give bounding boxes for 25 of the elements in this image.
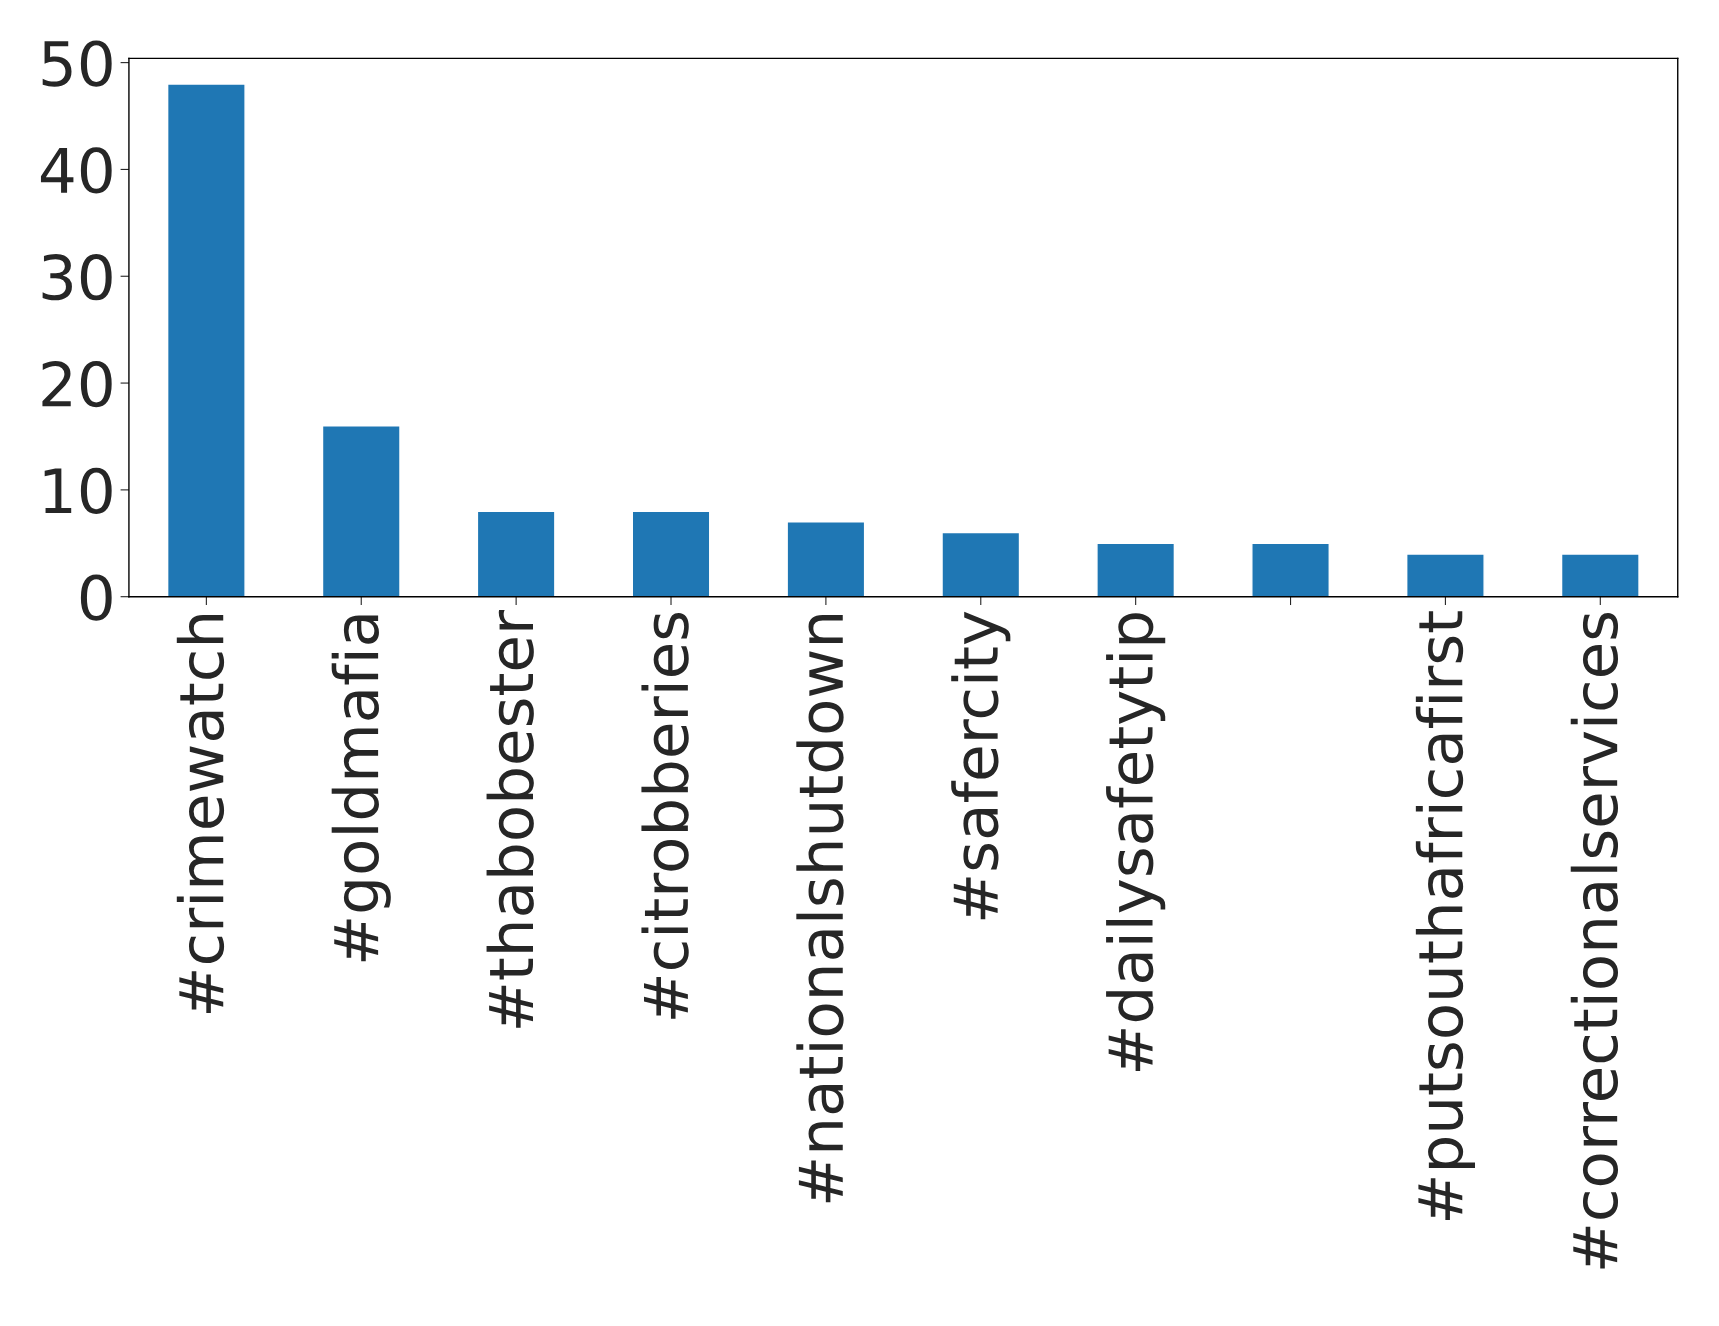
y-tick-label: 30 [42,254,112,301]
x-tick-label: #citrobberies [641,612,689,1019]
y-tick-label: 10 [44,467,112,514]
x-tick-label: #putsouthafricafirst [1415,611,1475,1221]
y-tick-label: 40 [40,147,112,194]
x-tick-label: #correctionalservices [1570,612,1619,1269]
bar [941,531,1021,597]
x-tick-label: #goldmafia [331,615,391,962]
x-tick-label: #thabobester [486,609,534,1028]
y-tick-label: 20 [42,360,112,408]
x-tick-label: #safercity [951,611,1011,920]
bar [1251,542,1330,597]
bar [786,521,866,597]
bar [476,510,556,597]
x-tick-label: #nationalshutdown [796,615,844,1203]
bar [631,510,711,597]
bar [321,425,401,597]
bar [166,83,246,597]
x-tick-label: #crimewatch [176,615,225,1013]
y-tick-label: 0 [80,574,112,621]
x-tick-label: #dailysafetytip [1106,613,1166,1072]
bar [1096,542,1176,597]
y-tick-label: 50 [42,40,112,87]
bar [1406,553,1485,597]
bar [1560,553,1640,597]
